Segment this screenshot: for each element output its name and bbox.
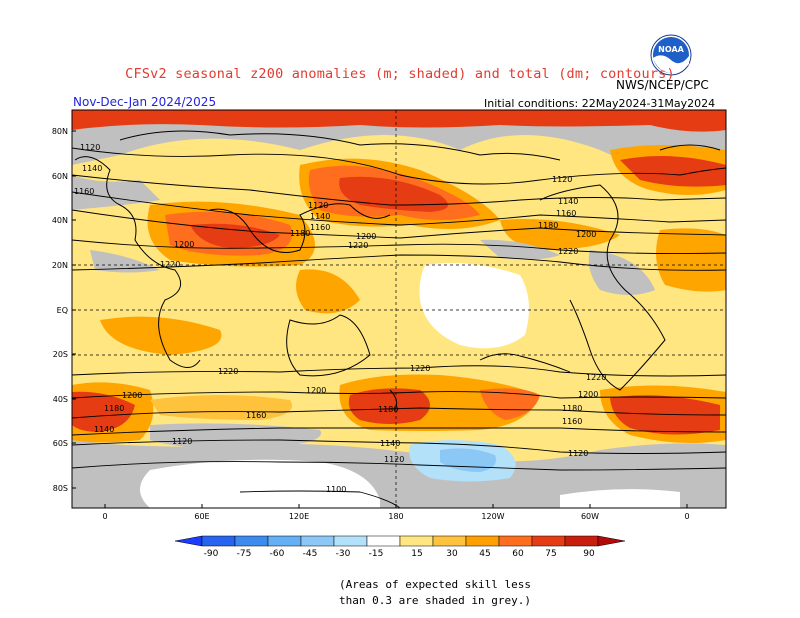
logo-text: NOAA [658,45,684,54]
contour-label: 1220 [218,367,238,376]
chart-title: CFSv2 seasonal z200 anomalies (m; shaded… [125,66,675,82]
contour-label: 1120 [80,143,100,152]
shaded-anomalies [72,110,726,508]
contour-label: 1180 [290,229,310,238]
colorbar-cell [564,535,599,547]
colorbar-cell [201,535,236,547]
contour-label: 1200 [356,232,376,241]
colorbar-arrow-right [597,535,626,547]
colorbar-cell [399,535,434,547]
contour-label: 1120 [568,449,588,458]
colorbar-tick: 75 [545,549,556,559]
colorbar-tick: 30 [446,549,458,559]
colorbar-labels: -90 -75 -60 -45 -30 -15 15 30 45 60 75 9… [204,549,595,559]
agency-label: NWS/NCEP/CPC [616,78,709,92]
contour-label: 1120 [552,175,572,184]
lat-label: 60S [53,439,68,448]
contour-label: 1160 [246,411,266,420]
contour-label: 1180 [562,404,582,413]
longitude-labels: 0 60E 120E 180 120W 60W 0 [102,512,689,521]
colorbar-tick: 45 [479,549,490,559]
contour-label: 1200 [578,390,598,399]
contour-label: 1140 [380,439,400,448]
colorbar-tick: 60 [512,549,524,559]
contour-label: 1140 [94,425,114,434]
season-label: Nov-Dec-Jan 2024/2025 [73,95,217,109]
contour-label: 1220 [160,260,180,269]
latitude-labels: 80N 60N 40N 20N EQ 20S 40S 60S 80S [52,127,68,493]
colorbar-cell [498,535,533,547]
lat-label: EQ [57,306,68,315]
contour-label: 1120 [308,201,328,210]
contour-label: 1140 [310,212,330,221]
contour-label-group: 1120 1140 1160 1120 1140 1160 1180 1200 … [74,143,606,494]
lat-label: 80S [53,484,68,493]
contour-label: 1160 [562,417,582,426]
contour-label: 1120 [172,437,192,446]
colorbar-tick: -90 [204,549,219,559]
lon-label: 60E [194,512,209,521]
longitude-ticks [104,504,688,508]
colorbar-tick: -75 [237,549,252,559]
footnote-line: than 0.3 are shaded in grey.) [338,594,532,607]
colorbar-tick: 90 [583,549,595,559]
contour-label: 1180 [104,404,124,413]
colorbar-cell [300,535,335,547]
map-frame [71,109,727,509]
footnote-line: (Areas of expected skill less [338,578,532,591]
grid-lines [72,110,726,508]
colorbar-tick: -45 [303,549,318,559]
contour-label: 1180 [378,405,398,414]
colorbar-tick: -60 [270,549,285,559]
colorbar-arrow-left [174,535,203,547]
contour-label: 1220 [586,373,606,382]
contour-label: 1180 [538,221,558,230]
latitude-ticks [72,130,76,489]
colorbar-cell [531,535,566,547]
colorbar-cell [267,535,302,547]
colorbar-cell [465,535,500,547]
colorbar-cell [234,535,269,547]
contour-label: 1200 [576,230,596,239]
contour-label: 1200 [122,391,142,400]
skill-footnote: (Areas of expected skill less than 0.3 a… [0,577,800,609]
lat-label: 20N [52,261,68,270]
colorbar-cell [432,535,467,547]
lon-label: 180 [388,512,403,521]
lon-label: 0 [102,512,107,521]
lon-label: 120W [481,512,504,521]
height-contours [72,147,726,508]
contour-label: 1140 [82,164,102,173]
contour-label: 1140 [558,197,578,206]
contour-label: 1200 [306,386,326,395]
noaa-logo: NOAA [650,34,692,76]
colorbar-cell [366,535,401,547]
contour-label: 1160 [74,187,94,196]
contour-label: 1220 [558,247,578,256]
contour-label: 1160 [310,223,330,232]
lon-label: 0 [684,512,689,521]
lat-label: 60N [52,172,68,181]
contour-label: 1220 [410,364,430,373]
contour-label: 1100 [326,485,346,494]
contour-label: 1200 [174,240,194,249]
lat-label: 40S [53,395,68,404]
lon-label: 60W [581,512,599,521]
colorbar-tick: -30 [336,549,351,559]
lon-label: 120E [289,512,309,521]
colorbar-cell [333,535,368,547]
colorbar [174,535,626,547]
lat-label: 20S [53,350,68,359]
lat-label: 40N [52,216,68,225]
contour-label: 1220 [348,241,368,250]
colorbar-tick: 15 [411,549,422,559]
contour-label: 1160 [556,209,576,218]
colorbar-tick: -15 [369,549,384,559]
contour-label: 1120 [384,455,404,464]
initial-conditions-label: Initial conditions: 22May2024-31May2024 [484,97,716,110]
lat-label: 80N [52,127,68,136]
